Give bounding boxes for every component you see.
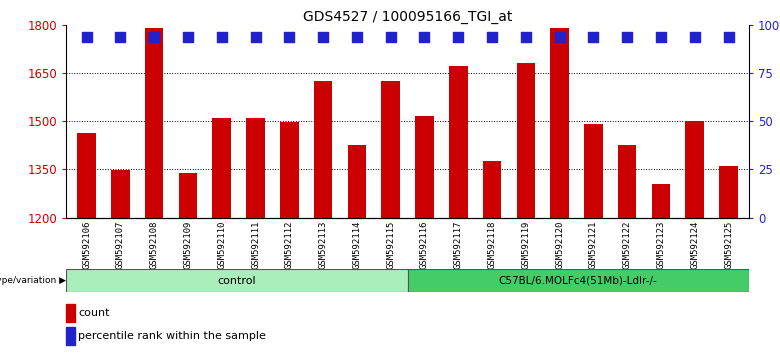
- Text: GSM592124: GSM592124: [690, 220, 699, 269]
- Point: [80, 34, 93, 40]
- Point: [654, 34, 667, 40]
- Bar: [651, 184, 670, 218]
- Bar: [551, 28, 569, 218]
- Text: GSM592123: GSM592123: [657, 220, 665, 269]
- Text: GSM592125: GSM592125: [724, 220, 733, 269]
- Title: GDS4527 / 100095166_TGI_at: GDS4527 / 100095166_TGI_at: [303, 10, 512, 24]
- Bar: [66, 327, 75, 345]
- Point: [519, 34, 532, 40]
- Bar: [719, 166, 738, 218]
- Text: GSM592120: GSM592120: [555, 220, 564, 269]
- Text: GSM592117: GSM592117: [454, 220, 463, 269]
- Text: GSM592114: GSM592114: [353, 220, 361, 269]
- Bar: [111, 170, 129, 218]
- Text: control: control: [218, 275, 257, 286]
- Point: [621, 34, 633, 40]
- Text: GSM592121: GSM592121: [589, 220, 598, 269]
- Text: GSM592107: GSM592107: [116, 220, 125, 269]
- Bar: [348, 145, 366, 218]
- Bar: [686, 121, 704, 218]
- Point: [587, 34, 600, 40]
- Point: [215, 34, 228, 40]
- Text: GSM592115: GSM592115: [386, 220, 395, 269]
- Bar: [407, 269, 749, 292]
- Point: [182, 34, 194, 40]
- Point: [317, 34, 329, 40]
- Point: [385, 34, 397, 40]
- Bar: [212, 118, 231, 218]
- Bar: [77, 133, 96, 218]
- Point: [486, 34, 498, 40]
- Bar: [483, 161, 502, 218]
- Text: GSM592112: GSM592112: [285, 220, 294, 269]
- Bar: [381, 81, 400, 218]
- Point: [250, 34, 262, 40]
- Bar: [145, 28, 164, 218]
- Text: genotype/variation ▶: genotype/variation ▶: [0, 276, 66, 285]
- Text: count: count: [78, 308, 110, 318]
- Point: [722, 34, 735, 40]
- Point: [418, 34, 431, 40]
- Text: GSM592118: GSM592118: [488, 220, 497, 269]
- Bar: [314, 81, 332, 218]
- Point: [553, 34, 566, 40]
- Bar: [66, 269, 407, 292]
- Bar: [415, 116, 434, 218]
- Bar: [618, 145, 636, 218]
- Text: GSM592122: GSM592122: [622, 220, 632, 269]
- Bar: [584, 125, 603, 218]
- Text: GSM592111: GSM592111: [251, 220, 260, 269]
- Point: [452, 34, 464, 40]
- Point: [351, 34, 363, 40]
- Bar: [516, 63, 535, 218]
- Text: GSM592113: GSM592113: [318, 220, 328, 269]
- Point: [689, 34, 701, 40]
- Text: GSM592106: GSM592106: [82, 220, 91, 269]
- Text: GSM592109: GSM592109: [183, 220, 193, 269]
- Bar: [246, 118, 264, 218]
- Text: percentile rank within the sample: percentile rank within the sample: [78, 331, 266, 341]
- Point: [283, 34, 296, 40]
- Text: GSM592119: GSM592119: [521, 220, 530, 269]
- Text: GSM592116: GSM592116: [420, 220, 429, 269]
- Point: [114, 34, 126, 40]
- Text: GSM592110: GSM592110: [217, 220, 226, 269]
- Bar: [449, 65, 467, 218]
- Text: GSM592108: GSM592108: [150, 220, 158, 269]
- Bar: [179, 173, 197, 218]
- Bar: [66, 304, 75, 321]
- Point: [148, 34, 161, 40]
- Bar: [280, 122, 299, 218]
- Text: C57BL/6.MOLFc4(51Mb)-Ldlr-/-: C57BL/6.MOLFc4(51Mb)-Ldlr-/-: [498, 275, 658, 286]
